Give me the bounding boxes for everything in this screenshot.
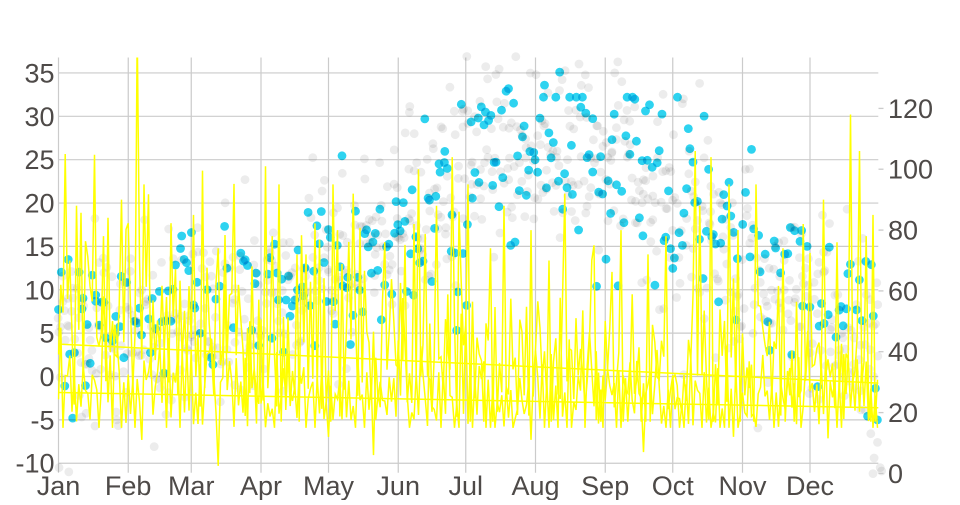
svg-text:-5: -5 [30, 405, 54, 435]
svg-text:25: 25 [24, 145, 54, 175]
svg-text:Feb: Feb [105, 471, 152, 500]
svg-text:20: 20 [888, 398, 918, 428]
svg-text:100: 100 [888, 155, 933, 185]
svg-text:Mar: Mar [168, 471, 215, 500]
svg-text:Jan: Jan [37, 471, 81, 500]
svg-text:35: 35 [24, 58, 54, 88]
svg-text:Aug: Aug [511, 471, 559, 500]
svg-text:10: 10 [24, 275, 54, 305]
svg-text:5: 5 [39, 319, 54, 349]
svg-text:30: 30 [24, 102, 54, 132]
svg-text:Oct: Oct [652, 471, 695, 500]
svg-text:20: 20 [24, 189, 54, 219]
svg-text:120: 120 [888, 94, 933, 124]
svg-text:May: May [303, 471, 355, 500]
svg-text:60: 60 [888, 276, 918, 306]
svg-text:Dec: Dec [786, 471, 834, 500]
svg-text:Jun: Jun [376, 471, 420, 500]
svg-text:0: 0 [888, 459, 903, 489]
svg-text:Jul: Jul [449, 471, 484, 500]
svg-text:Nov: Nov [718, 471, 767, 500]
svg-text:Sep: Sep [581, 471, 629, 500]
svg-text:15: 15 [24, 232, 54, 262]
svg-text:0: 0 [39, 362, 54, 392]
svg-text:-10: -10 [15, 449, 54, 479]
svg-text:40: 40 [888, 337, 918, 367]
svg-text:Apr: Apr [240, 471, 282, 500]
svg-text:80: 80 [888, 216, 918, 246]
